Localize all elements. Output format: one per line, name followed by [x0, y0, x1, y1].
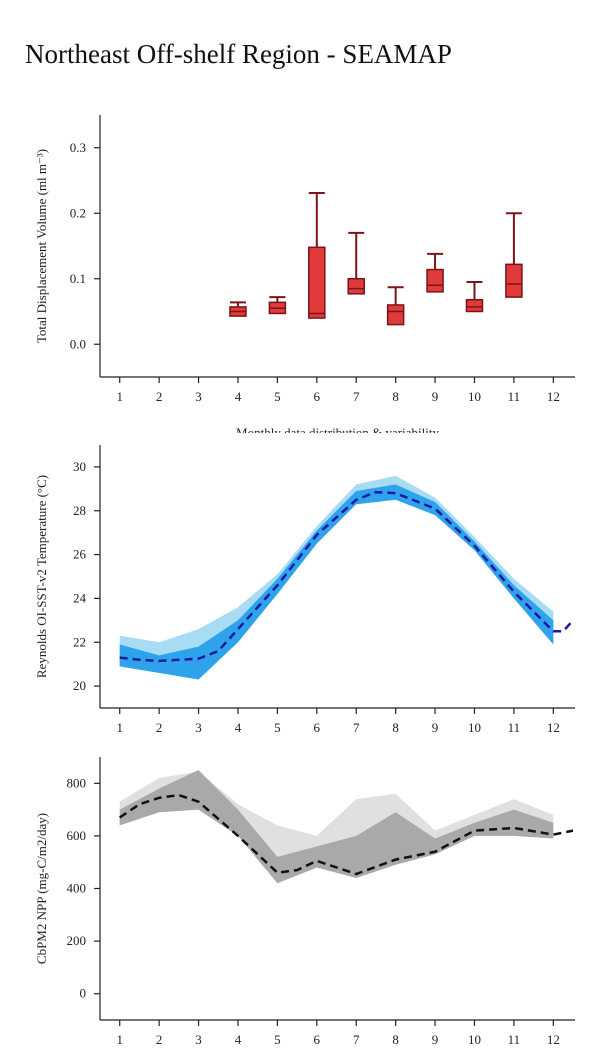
x-tick-label: 2 [156, 389, 163, 404]
band [119, 771, 554, 884]
x-tick-label: 12 [547, 389, 560, 404]
y-tick-label: 800 [67, 775, 87, 790]
y-tick-label: 24 [73, 590, 87, 605]
x-tick-label: 8 [392, 389, 399, 404]
x-tick-label: 10 [468, 389, 481, 404]
x-axis-label: Monthly data distribution & variability [236, 425, 439, 440]
x-tick-label: 3 [195, 389, 202, 404]
x-tick-label: 8 [392, 1032, 399, 1047]
y-tick-label: 0 [80, 986, 87, 1001]
y-tick-label: 0.2 [70, 205, 86, 220]
box [347, 278, 365, 295]
y-tick-label: 200 [67, 933, 87, 948]
x-tick-label: 9 [432, 389, 439, 404]
y-axis-label: Reynolds OI-SST-v2 Temperature (°C) [34, 475, 49, 678]
y-tick-label: 20 [73, 678, 86, 693]
x-tick-label: 11 [508, 720, 521, 735]
y-tick-label: 26 [73, 547, 87, 562]
y-tick-label: 22 [73, 634, 86, 649]
mean-line [119, 490, 574, 663]
page-title: Northeast Off-shelf Region - SEAMAP [25, 39, 452, 69]
x-tick-label: 11 [508, 1032, 521, 1047]
y-axis-label: Total Displacement Volume (ml m⁻³) [34, 149, 49, 343]
x-tick-label: 2 [156, 1032, 163, 1047]
x-tick-label: 7 [353, 389, 360, 404]
y-tick-label: 600 [67, 828, 87, 843]
x-tick-label: 12 [547, 720, 560, 735]
x-tick-label: 9 [432, 1032, 439, 1047]
box [308, 246, 326, 319]
x-tick-label: 5 [274, 720, 281, 735]
mean-line [119, 793, 574, 876]
x-tick-label: 7 [353, 720, 360, 735]
x-tick-label: 2 [156, 720, 163, 735]
x-tick-label: 5 [274, 389, 281, 404]
y-tick-label: 0.0 [70, 336, 86, 351]
x-tick-label: 1 [116, 389, 123, 404]
x-tick-label: 9 [432, 720, 439, 735]
x-tick-label: 6 [314, 1032, 321, 1047]
x-tick-label: 3 [195, 1032, 202, 1047]
box [505, 263, 523, 298]
x-tick-label: 11 [508, 389, 521, 404]
x-tick-label: 1 [116, 1032, 123, 1047]
x-tick-label: 6 [314, 389, 321, 404]
y-axis-label: CbPM2 NPP (mg-C/m2/day) [34, 813, 49, 964]
x-tick-label: 5 [274, 1032, 281, 1047]
band [119, 475, 554, 680]
box [386, 304, 405, 326]
box [465, 298, 484, 313]
x-tick-label: 4 [235, 389, 242, 404]
x-tick-label: 3 [195, 720, 202, 735]
x-tick-label: 6 [314, 720, 321, 735]
x-tick-label: 1 [116, 720, 123, 735]
y-tick-label: 0.3 [70, 140, 86, 155]
band [119, 770, 554, 884]
x-tick-label: 10 [468, 1032, 481, 1047]
x-tick-label: 10 [468, 720, 481, 735]
x-tick-label: 12 [547, 1032, 560, 1047]
y-tick-label: 28 [73, 503, 86, 518]
box [426, 268, 444, 293]
band [119, 484, 554, 680]
y-tick-label: 30 [73, 459, 86, 474]
x-tick-label: 4 [235, 1032, 242, 1047]
y-tick-label: 400 [67, 881, 87, 896]
x-tick-label: 4 [235, 720, 242, 735]
x-tick-label: 7 [353, 1032, 360, 1047]
x-tick-label: 8 [392, 720, 399, 735]
y-tick-label: 0.1 [70, 271, 86, 286]
